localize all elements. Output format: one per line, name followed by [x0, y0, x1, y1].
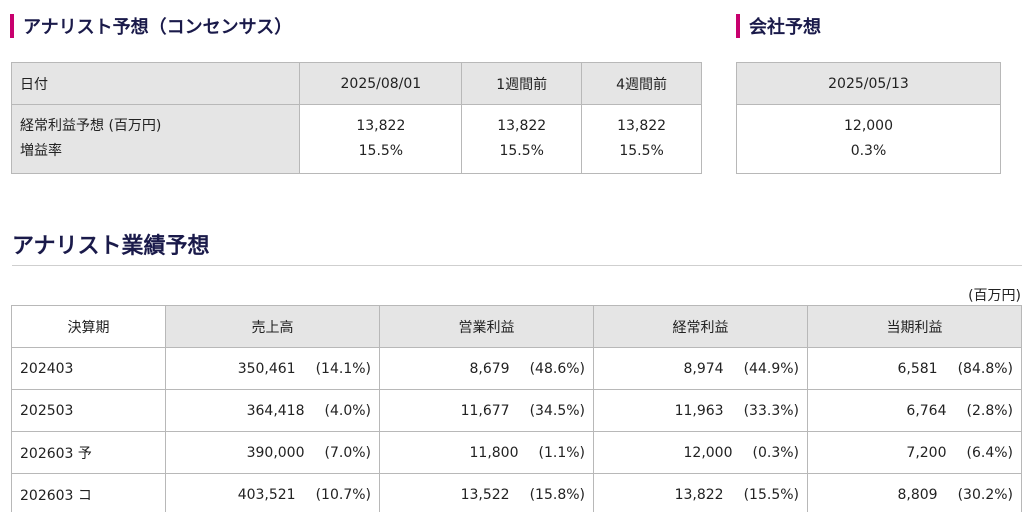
col-header-date: 日付	[10, 62, 301, 105]
col-header-4week: 4週間前	[581, 62, 702, 105]
change: (33.3%)	[743, 402, 799, 419]
change: (30.2%)	[957, 486, 1013, 503]
accent-bar	[736, 14, 740, 38]
table-row: 202603 予 390,000 (7.0%) 11,800 (1.1%) 12,0…	[11, 431, 1022, 474]
change: (84.8%)	[957, 360, 1013, 377]
change: (4.0%)	[324, 402, 372, 419]
consensus-header-row: 日付 2025/08/01 1週間前 4週間前	[10, 62, 702, 105]
rate-value: 15.5%	[358, 143, 404, 159]
change: (6.4%)	[966, 444, 1014, 461]
value: 13,522	[460, 486, 510, 503]
col-header-1week: 1週間前	[461, 62, 583, 105]
operating-profit-cell: 11,800 (1.1%)	[379, 431, 594, 474]
consensus-1week: 13,822 15.5%	[461, 104, 583, 174]
row-label-profit: 経常利益予想 (百万円)	[20, 118, 162, 134]
net-profit-cell: 8,809 (30.2%)	[807, 473, 1022, 512]
change: (15.8%)	[529, 486, 585, 503]
company-forecast-table: 2025/05/13 12,000 0.3%	[736, 62, 1001, 174]
period-cell: 202503	[11, 389, 166, 432]
operating-profit-cell: 11,677 (34.5%)	[379, 389, 594, 432]
accent-bar	[10, 14, 14, 38]
consensus-4week: 13,822 15.5%	[581, 104, 702, 174]
company-profit: 12,000	[844, 118, 893, 134]
company-title: 会社予想	[749, 17, 821, 38]
performance-header-row: 決算期 売上高 営業利益 経常利益 当期利益	[11, 305, 1022, 348]
consensus-data-row: 経常利益予想 (百万円) 増益率 13,822 15.5% 13,822 15.…	[10, 104, 702, 174]
col-header-period: 決算期	[11, 305, 166, 348]
change: (48.6%)	[529, 360, 585, 377]
value: 11,677	[460, 402, 510, 419]
change: (34.5%)	[529, 402, 585, 419]
table-row: 202503 364,418 (4.0%) 11,677 (34.5%) 11,96…	[11, 389, 1022, 432]
change: (2.8%)	[966, 402, 1014, 419]
value: 8,679	[469, 360, 510, 377]
performance-heading: アナリスト業績予想	[12, 232, 1022, 266]
unit-note: (百万円)	[968, 288, 1021, 304]
net-profit-cell: 7,200 (6.4%)	[807, 431, 1022, 474]
table-row: 202403 350,461 (14.1%) 8,679 (48.6%) 8,974…	[11, 347, 1022, 390]
sales-cell: 403,521 (10.7%)	[165, 473, 380, 512]
operating-profit-cell: 13,522 (15.8%)	[379, 473, 594, 512]
ordinary-profit-cell: 13,822 (15.5%)	[593, 473, 808, 512]
col-header-net-profit: 当期利益	[807, 305, 1022, 348]
operating-profit-cell: 8,679 (48.6%)	[379, 347, 594, 390]
ordinary-profit-cell: 12,000 (0.3%)	[593, 431, 808, 474]
consensus-table: 日付 2025/08/01 1週間前 4週間前 経常利益予想 (百万円) 増益率…	[10, 62, 702, 174]
change: (1.1%)	[538, 444, 586, 461]
company-rate: 0.3%	[850, 143, 887, 159]
row-label-rate: 増益率	[20, 143, 62, 159]
rate-value: 15.5%	[619, 143, 664, 159]
consensus-latest: 13,822 15.5%	[299, 104, 463, 174]
consensus-title: アナリスト予想（コンセンサス）	[23, 17, 293, 38]
value: 12,000	[683, 444, 733, 461]
change: (15.5%)	[743, 486, 799, 503]
col-header-latest: 2025/08/01	[299, 62, 463, 105]
period-cell: 202603 予	[11, 431, 166, 474]
net-profit-cell: 6,764 (2.8%)	[807, 389, 1022, 432]
change: (0.3%)	[752, 444, 800, 461]
net-profit-cell: 6,581 (84.8%)	[807, 347, 1022, 390]
performance-table: 決算期 売上高 営業利益 経常利益 当期利益 202403 350,461 (14…	[11, 305, 1022, 512]
change: (44.9%)	[743, 360, 799, 377]
performance-title: アナリスト業績予想	[12, 234, 210, 259]
value: 11,800	[469, 444, 519, 461]
sales-cell: 390,000 (7.0%)	[165, 431, 380, 474]
value: 7,200	[906, 444, 947, 461]
value: 364,418	[246, 402, 305, 419]
value: 390,000	[246, 444, 305, 461]
rate-value: 15.5%	[499, 143, 544, 159]
period-cell: 202403	[11, 347, 166, 390]
col-header-operating-profit: 営業利益	[379, 305, 594, 348]
value: 13,822	[674, 486, 724, 503]
value: 8,809	[897, 486, 938, 503]
company-section-heading: 会社予想	[736, 12, 821, 40]
profit-value: 13,822	[356, 118, 406, 134]
company-values: 12,000 0.3%	[736, 104, 1001, 174]
value: 6,581	[897, 360, 938, 377]
change: (7.0%)	[324, 444, 372, 461]
value: 11,963	[674, 402, 724, 419]
sales-cell: 350,461 (14.1%)	[165, 347, 380, 390]
value: 8,974	[683, 360, 724, 377]
change: (14.1%)	[315, 360, 371, 377]
ordinary-profit-cell: 8,974 (44.9%)	[593, 347, 808, 390]
table-row: 202603 コ 403,521 (10.7%) 13,522 (15.8%) 13…	[11, 473, 1022, 512]
col-header-sales: 売上高	[165, 305, 380, 348]
value: 6,764	[906, 402, 947, 419]
value: 403,521	[237, 486, 296, 503]
change: (10.7%)	[315, 486, 371, 503]
row-labels: 経常利益予想 (百万円) 増益率	[10, 104, 301, 174]
period-cell: 202603 コ	[11, 473, 166, 512]
value: 350,461	[237, 360, 296, 377]
consensus-section-heading: アナリスト予想（コンセンサス）	[10, 12, 292, 40]
col-header-ordinary-profit: 経常利益	[593, 305, 808, 348]
ordinary-profit-cell: 11,963 (33.3%)	[593, 389, 808, 432]
company-date: 2025/05/13	[736, 62, 1001, 105]
sales-cell: 364,418 (4.0%)	[165, 389, 380, 432]
profit-value: 13,822	[617, 118, 667, 134]
profit-value: 13,822	[497, 118, 547, 134]
